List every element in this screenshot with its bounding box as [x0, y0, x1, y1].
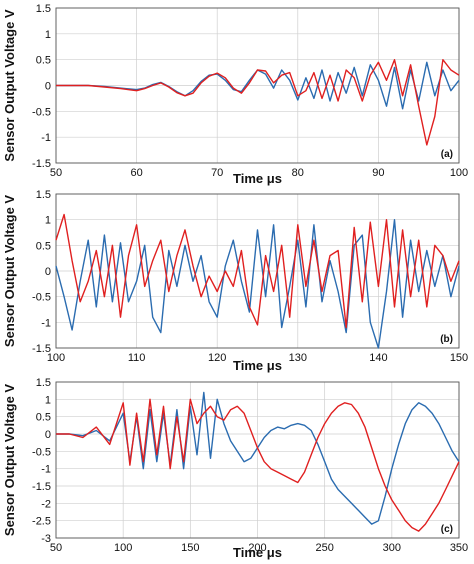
y-tick-label: -1.5	[32, 158, 51, 170]
panel-label: (a)	[441, 149, 453, 160]
y-tick-label: 0.5	[36, 412, 51, 424]
y-axis-label: Sensor Output Voltage V	[2, 195, 17, 347]
x-tick-label: 350	[450, 542, 468, 554]
x-axis-label: Time μs	[233, 358, 282, 373]
x-tick-label: 150	[450, 352, 468, 364]
y-axis-label: Sensor Output Voltage V	[2, 9, 17, 161]
x-axis-label: Time μs	[233, 545, 282, 560]
x-tick-label: 300	[383, 542, 401, 554]
x-tick-label: 50	[50, 167, 62, 179]
panel-a: -1.5 -1 -0.5 0 0.5 1 1.5 50 60 70 80 90 100 Time μs Se…	[2, 3, 468, 186]
x-tick-label: 80	[292, 167, 304, 179]
x-tick-label: 100	[450, 167, 468, 179]
series-line-blue	[56, 391, 460, 525]
series-line-red	[55, 213, 460, 329]
series-line-red	[56, 398, 460, 532]
series-line-red	[56, 59, 460, 146]
panel-label: (c)	[441, 524, 453, 535]
y-tick-label: 1.5	[36, 189, 51, 201]
y-tick-label: 0	[45, 81, 51, 93]
x-tick-label: 50	[50, 542, 62, 554]
x-tick-label: 70	[211, 167, 223, 179]
y-tick-label: 0	[45, 266, 51, 278]
y-tick-label: -3	[41, 533, 51, 545]
y-tick-label: -1	[41, 464, 51, 476]
panel-c: -3 -2.5 -2 -1.5 -1 -0.5 0 0.5 1 1.5 50 100 150 200 250…	[2, 377, 468, 560]
y-tick-label: 0.5	[36, 240, 51, 252]
plot-frame	[55, 381, 460, 539]
x-tick-label: 150	[181, 542, 199, 554]
x-tick-label: 130	[289, 352, 307, 364]
x-axis-label: Time μs	[233, 171, 282, 186]
y-tick-label: 1	[45, 394, 51, 406]
panel-b: -1.5 -1 -0.5 0 0.5 1 1.5 100 110 120 130 140 150 Time…	[2, 189, 468, 373]
y-tick-label: -1	[41, 317, 51, 329]
y-tick-label: 1.5	[36, 3, 51, 15]
y-tick-label: -1.5	[32, 343, 51, 355]
y-tick-label: 0.5	[36, 55, 51, 67]
x-tick-label: 200	[248, 542, 266, 554]
x-tick-label: 100	[47, 352, 65, 364]
y-tick-label: 0	[45, 429, 51, 441]
y-tick-label: 1	[45, 215, 51, 227]
x-tick-label: 90	[372, 167, 384, 179]
plot-frame	[55, 193, 460, 349]
x-tick-label: 140	[369, 352, 387, 364]
x-tick-label: 60	[130, 167, 142, 179]
series-line-blue	[55, 218, 460, 349]
panel-label: (b)	[440, 334, 453, 345]
y-tick-label: -0.5	[32, 106, 51, 118]
y-tick-label: -1	[41, 132, 51, 144]
x-tick-label: 100	[114, 542, 132, 554]
y-axis-label: Sensor Output Voltage V	[2, 384, 17, 536]
y-tick-label: -2.5	[32, 516, 51, 528]
y-tick-label: 1	[45, 29, 51, 41]
y-tick-label: 1.5	[36, 377, 51, 389]
y-tick-label: -1.5	[32, 481, 51, 493]
x-tick-label: 110	[128, 352, 146, 364]
y-tick-label: -2	[41, 498, 51, 510]
y-tick-label: -0.5	[32, 292, 51, 304]
x-tick-label: 250	[315, 542, 333, 554]
x-tick-label: 120	[208, 352, 226, 364]
y-tick-label: -0.5	[32, 446, 51, 458]
